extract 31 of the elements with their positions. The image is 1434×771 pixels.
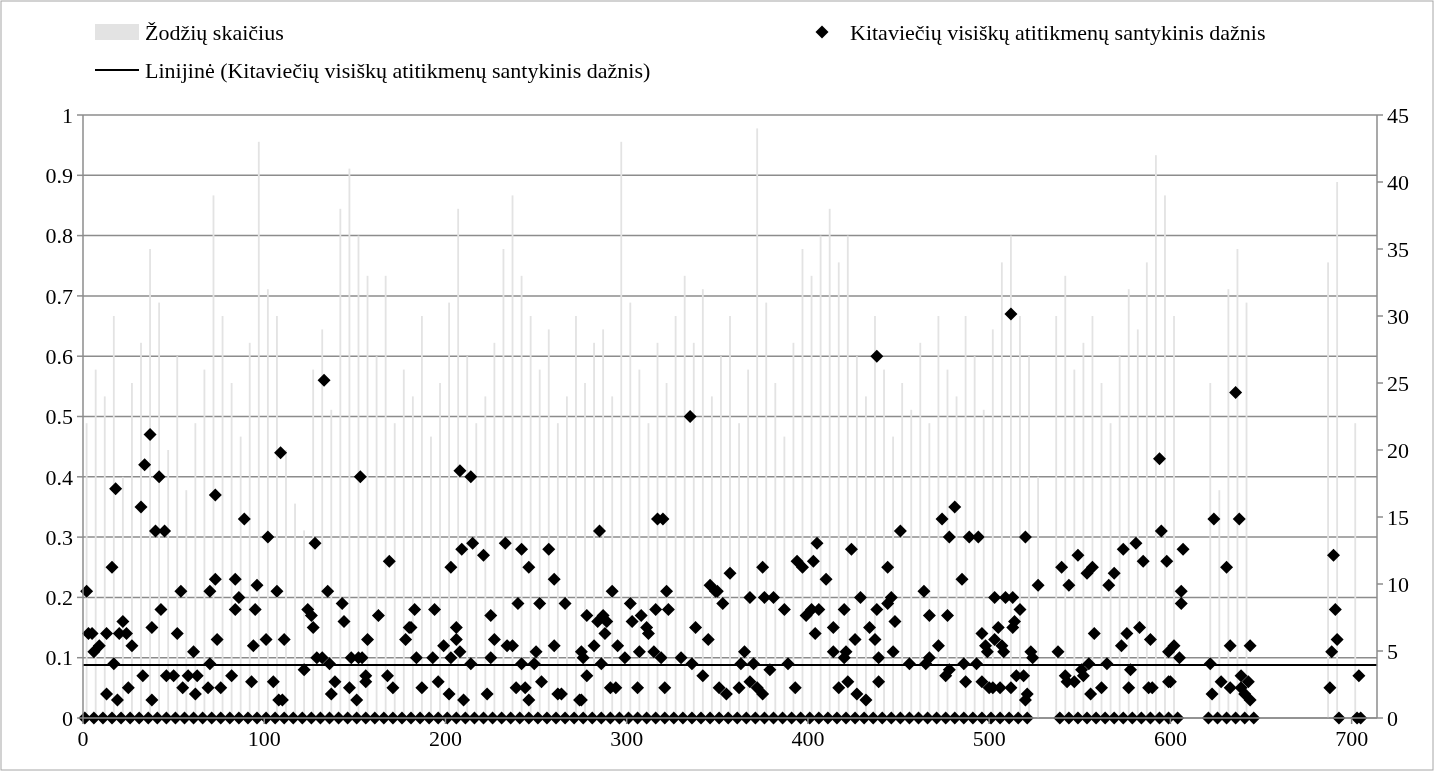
- y-tick-label: 0.8: [45, 223, 73, 249]
- legend-label: Linijinė (Kitaviečių visiškų atitikmenų santykinis dažnis): [145, 57, 651, 83]
- y-tick-label: 0.5: [45, 404, 73, 430]
- y-tick-label: 1: [62, 102, 73, 128]
- y2-tick-label: 5: [1387, 638, 1398, 664]
- y-tick-label: 0.4: [45, 464, 73, 490]
- y-tick-label: 0.2: [45, 585, 73, 611]
- y2-tick-label: 20: [1387, 437, 1409, 463]
- y2-tick-label: 45: [1387, 102, 1409, 128]
- y2-tick-label: 0: [1387, 705, 1398, 731]
- legend-label: Kitaviečių visiškų atitikmenų santykinis dažnis: [850, 19, 1266, 45]
- x-tick-label: 300: [610, 726, 644, 751]
- x-tick-label: 500: [972, 726, 1006, 751]
- y2-tick-label: 10: [1387, 571, 1409, 597]
- y-tick-label: 0.6: [45, 343, 73, 369]
- x-tick-label: 400: [791, 726, 825, 751]
- legend-label: Žodžių skaičius: [145, 19, 284, 45]
- y-tick-label: 0.1: [45, 645, 73, 671]
- y-tick-label: 0.9: [45, 163, 73, 188]
- x-tick-label: 700: [1335, 726, 1369, 751]
- y2-tick-label: 35: [1387, 236, 1409, 262]
- x-tick-label: 100: [247, 726, 281, 751]
- y2-tick-label: 30: [1387, 303, 1409, 329]
- x-tick-label: 600: [1153, 726, 1187, 751]
- y2-tick-label: 25: [1387, 370, 1409, 396]
- y2-tick-label: 40: [1387, 169, 1409, 195]
- y2-tick-label: 15: [1387, 504, 1409, 530]
- y-tick-label: 0.7: [45, 283, 73, 309]
- y-tick-label: 0: [62, 705, 73, 731]
- y-tick-label: 0.3: [45, 524, 73, 550]
- x-tick-label: 200: [428, 726, 462, 751]
